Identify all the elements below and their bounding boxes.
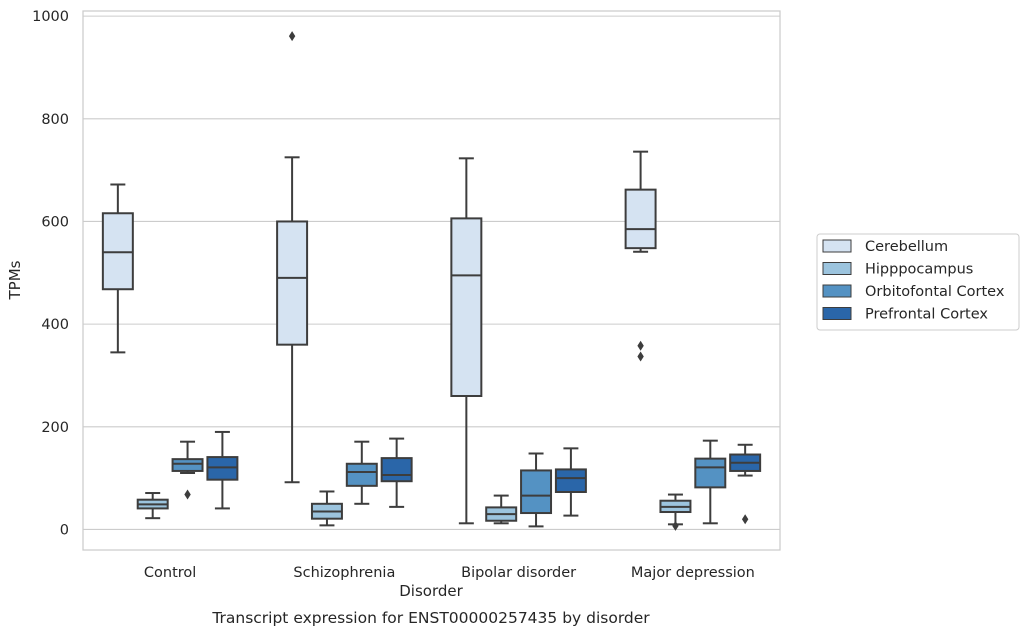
box-iqr (380, 457, 413, 483)
box-series (101, 31, 762, 531)
box-iqr (206, 456, 239, 481)
box-3-2 (554, 447, 587, 517)
y-tick-label-0: 0 (60, 522, 69, 538)
x-tick-label-3: Major depression (631, 565, 755, 581)
legend-swatch-2 (822, 284, 852, 298)
legend-label-3: Prefrontal Cortex (865, 307, 988, 323)
y-tick-label-400: 400 (41, 317, 69, 333)
y-tick-label-200: 200 (41, 420, 69, 436)
outlier-0 (184, 489, 191, 500)
box-3-1 (380, 437, 413, 508)
box-iqr (101, 212, 134, 291)
x-tick-label-0: Control (144, 565, 196, 581)
x-tick-label-1: Schizophrenia (293, 565, 395, 581)
legend: Cerebellum Hipppocampus Orbitofontal Corte… (816, 233, 1020, 331)
legend-swatch-1 (822, 262, 852, 275)
y-tick-labels: 0 200 400 600 800 1000 (32, 9, 69, 538)
legend-label-1: Hipppocampus (865, 262, 973, 278)
box-iqr (624, 188, 657, 250)
chart-caption: Transcript expression for ENST0000025743… (211, 609, 650, 627)
box-0-3 (624, 150, 657, 362)
series-2 (171, 439, 727, 528)
y-tick-label-1000: 1000 (32, 9, 69, 25)
box-iqr (554, 468, 587, 493)
outlier-0 (741, 514, 749, 525)
outlier-0 (288, 31, 296, 42)
legend-swatch-0 (822, 239, 852, 253)
legend-frame (816, 233, 1020, 331)
box-iqr (276, 220, 309, 346)
outlier-0 (637, 340, 644, 351)
legend-label-0: Cerebellum (865, 239, 948, 255)
series-3 (206, 430, 762, 525)
y-tick-label-600: 600 (41, 214, 69, 230)
x-axis-label: Disorder (399, 582, 463, 600)
box-3-3 (729, 443, 762, 525)
box-iqr (694, 457, 727, 489)
series-1 (136, 490, 692, 531)
legend-label-2: Orbitofontal Cortex (865, 284, 1005, 300)
outlier-1 (637, 351, 644, 362)
y-gridlines (83, 15, 780, 531)
y-tick-label-800: 800 (41, 112, 69, 128)
series-0 (101, 31, 657, 525)
x-tick-labels: Control Schizophrenia Bipolar disorder Majo… (144, 565, 755, 581)
box-1-2 (485, 494, 518, 525)
box-iqr (171, 458, 204, 472)
box-1-0 (136, 492, 169, 520)
x-tick-label-2: Bipolar disorder (461, 565, 576, 581)
outlier-0 (672, 520, 679, 531)
plot-frame (82, 10, 781, 551)
box-2-3 (694, 439, 727, 525)
box-2-0 (171, 440, 204, 500)
legend-swatch-3 (822, 307, 852, 320)
box-1-3 (659, 493, 692, 531)
box-2-1 (345, 440, 378, 505)
box-iqr (520, 469, 553, 515)
box-1-1 (310, 490, 343, 527)
box-iqr (345, 462, 378, 487)
box-0-0 (101, 183, 134, 354)
box-0-1 (276, 31, 309, 484)
box-0-2 (450, 157, 483, 525)
y-axis-label: TPMs (6, 260, 24, 300)
box-3-0 (206, 430, 239, 510)
box-iqr (450, 217, 483, 397)
box-2-2 (520, 452, 553, 528)
